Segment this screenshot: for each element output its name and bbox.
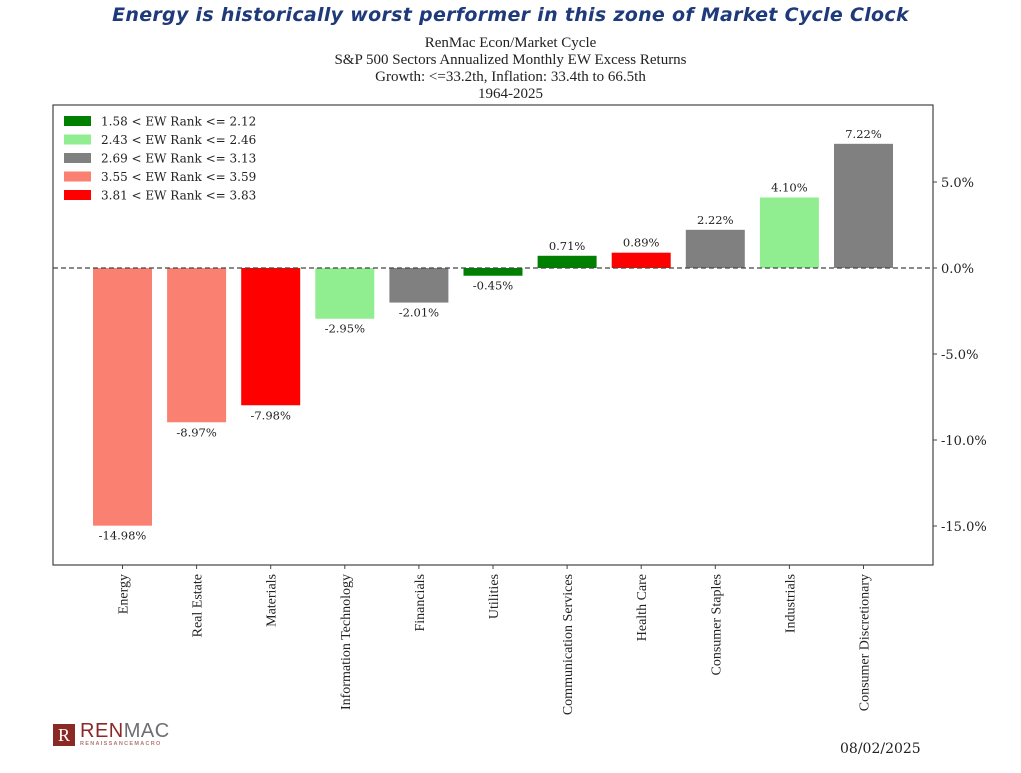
x-tick-label: Consumer Discretionary bbox=[858, 574, 873, 711]
legend-label: 3.55 < EW Rank <= 3.59 bbox=[101, 170, 256, 184]
date-stamp: 08/02/2025 bbox=[840, 741, 921, 757]
bar-consumer-staples bbox=[685, 229, 745, 268]
logo-mark: R bbox=[53, 723, 75, 746]
x-tick-label: Materials bbox=[265, 574, 280, 627]
bar-materials bbox=[241, 268, 301, 406]
renmac-logo: R RENMAC RENAISSANCEMACRO bbox=[53, 720, 170, 747]
chart-title-line-1: RenMac Econ/Market Cycle bbox=[424, 35, 597, 51]
bar-utilities bbox=[463, 268, 523, 276]
bar-financials bbox=[389, 268, 449, 303]
x-tick-label: Consumer Staples bbox=[709, 574, 724, 676]
data-label: 7.22% bbox=[845, 127, 882, 141]
legend-swatch bbox=[64, 190, 91, 200]
legend-label: 2.43 < EW Rank <= 2.46 bbox=[101, 133, 256, 147]
x-tick-label: Industrials bbox=[783, 574, 798, 633]
legend-label: 2.69 < EW Rank <= 3.13 bbox=[101, 152, 256, 166]
bar-industrials bbox=[759, 197, 819, 268]
bar-information-technology bbox=[315, 268, 375, 319]
legend-label: 1.58 < EW Rank <= 2.12 bbox=[101, 115, 256, 129]
legend-swatch bbox=[64, 134, 91, 145]
bar-energy bbox=[93, 268, 152, 526]
chart-title: RenMac Econ/Market Cycle S&P 500 Sectors… bbox=[0, 35, 1021, 103]
data-label: 2.22% bbox=[697, 213, 734, 227]
data-label: -14.98% bbox=[99, 529, 147, 543]
data-label: -2.95% bbox=[325, 322, 365, 336]
x-tick-label: Energy bbox=[117, 574, 132, 614]
bar-health-care bbox=[611, 252, 671, 268]
legend-swatch bbox=[64, 171, 91, 182]
y-tick-label: -5.0% bbox=[941, 348, 978, 363]
x-tick-label: Information Technology bbox=[339, 574, 354, 710]
data-label: -2.01% bbox=[399, 306, 439, 320]
data-label: -8.97% bbox=[176, 425, 216, 439]
data-label: -7.98% bbox=[250, 408, 290, 422]
legend-swatch bbox=[64, 116, 91, 126]
data-label: 0.89% bbox=[623, 236, 660, 250]
y-tick-label: -10.0% bbox=[941, 434, 987, 449]
x-tick-label: Real Estate bbox=[191, 574, 206, 637]
data-label: 4.10% bbox=[771, 180, 808, 194]
bar-consumer-discretionary bbox=[834, 143, 893, 268]
headline-annotation: Energy is historically worst performer i… bbox=[112, 4, 909, 26]
legend-swatch bbox=[64, 153, 91, 163]
logo-name-mac: MAC bbox=[123, 720, 170, 742]
data-label: 0.71% bbox=[549, 239, 586, 253]
x-tick-label: Financials bbox=[413, 574, 428, 632]
bar-communication-services bbox=[537, 255, 597, 268]
legend-label: 3.81 < EW Rank <= 3.83 bbox=[101, 189, 256, 203]
data-label: -0.45% bbox=[473, 279, 513, 293]
logo-tagline: RENAISSANCEMACRO bbox=[80, 741, 162, 747]
bar-real-estate bbox=[167, 268, 227, 423]
x-tick-label: Health Care bbox=[635, 574, 650, 641]
y-tick-label: 5.0% bbox=[941, 176, 974, 191]
logo-name-ren: REN bbox=[80, 720, 124, 742]
y-tick-label: 0.0% bbox=[941, 262, 974, 277]
chart-title-line-3: Growth: <=33.2th, Inflation: 33.4th to 6… bbox=[375, 69, 646, 85]
chart-title-line-2: S&P 500 Sectors Annualized Monthly EW Ex… bbox=[334, 52, 687, 68]
chart-title-line-4: 1964-2025 bbox=[478, 86, 543, 102]
x-tick-label: Utilities bbox=[487, 574, 502, 619]
x-tick-label: Communication Services bbox=[561, 574, 576, 715]
y-tick-label: -15.0% bbox=[941, 520, 987, 535]
